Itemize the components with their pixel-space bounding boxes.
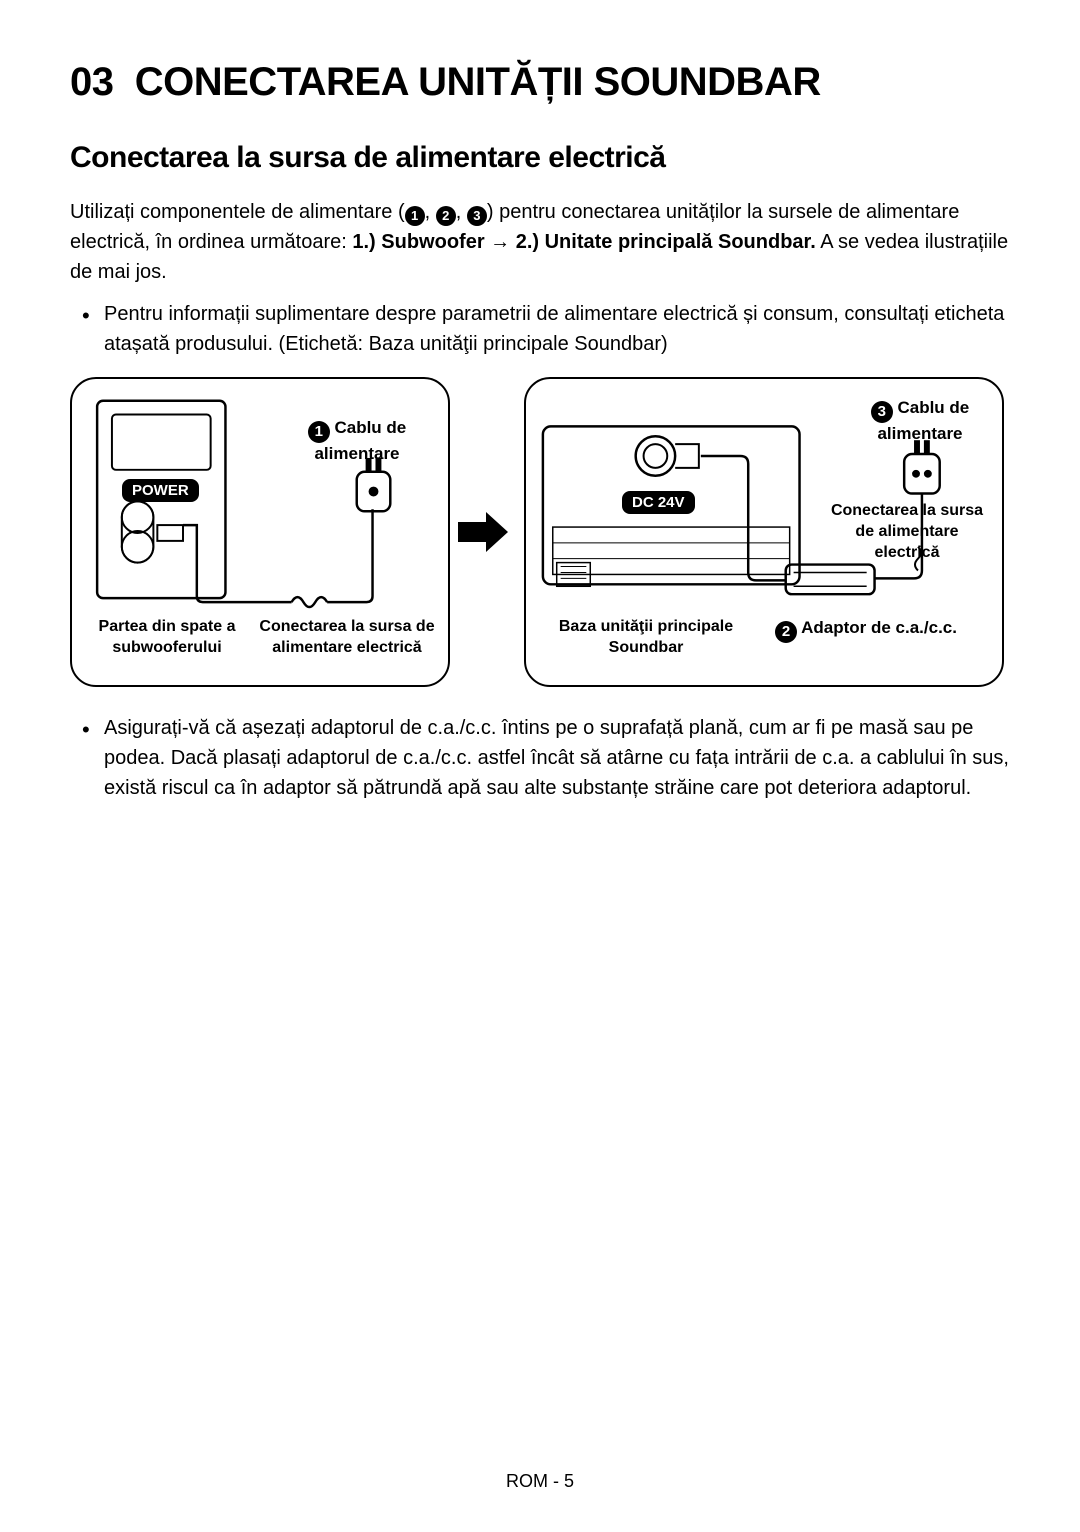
- chapter-number: 03: [70, 60, 114, 104]
- circle-2-icon: 2: [775, 621, 797, 643]
- circle-2-icon: 2: [436, 206, 456, 226]
- figure-soundbar: DC 24V 3 Cablu de alimentare Conectarea …: [524, 377, 1004, 687]
- circle-3-icon: 3: [467, 206, 487, 226]
- arrow-icon: [458, 512, 508, 552]
- list-item: Asigurați-vă că așezați adaptorul de c.a…: [104, 713, 1010, 803]
- dc-port-badge: DC 24V: [622, 491, 695, 514]
- circle-3-icon: 3: [871, 401, 893, 423]
- label-cable-3-text: Cablu de alimentare: [877, 398, 969, 443]
- bullet-list-top: Pentru informații suplimentare despre pa…: [70, 299, 1010, 359]
- figure-subwoofer: POWER 1 Cablu de alimentare Partea din s…: [70, 377, 450, 687]
- p1-part3: ,: [456, 201, 467, 223]
- caption-subwoofer-rear: Partea din spate a subwooferului: [82, 617, 252, 659]
- circle-1-icon: 1: [308, 421, 330, 443]
- label-adapter: 2 Adaptor de c.a./c.c.: [756, 617, 976, 643]
- list-item: Pentru informații suplimentare despre pa…: [104, 299, 1010, 359]
- circle-1-icon: 1: [405, 206, 425, 226]
- label-adapter-text: Adaptor de c.a./c.c.: [801, 618, 957, 637]
- p1-part2: ,: [425, 201, 436, 223]
- label-cable-1-text: Cablu de alimentare: [314, 418, 406, 463]
- caption-soundbar-base: Baza unităţii principale Soundbar: [546, 617, 746, 659]
- power-port-label: POWER: [122, 479, 199, 502]
- p1-part1: Utilizați componentele de alimentare (: [70, 201, 405, 223]
- intro-paragraph: Utilizați componentele de alimentare (1,…: [70, 197, 1010, 287]
- power-port-badge: POWER: [122, 479, 199, 502]
- section-title: Conectarea la sursa de alimentare electr…: [70, 141, 1010, 175]
- figure-row: POWER 1 Cablu de alimentare Partea din s…: [70, 377, 1010, 687]
- label-cable-3: 3 Cablu de alimentare: [850, 397, 990, 445]
- dc-port-label: DC 24V: [622, 491, 695, 514]
- chapter-title-text: CONECTAREA UNITĂȚII SOUNDBAR: [135, 60, 821, 104]
- label-cable-1: 1 Cablu de alimentare: [282, 417, 432, 465]
- page: 03 CONECTAREA UNITĂȚII SOUNDBAR Conectar…: [0, 0, 1080, 1532]
- p1-bold: 1.) Subwoofer → 2.) Unitate principală S…: [352, 231, 815, 253]
- chapter-title: 03 CONECTAREA UNITĂȚII SOUNDBAR: [70, 60, 1010, 105]
- caption-connect-power-right: Conectarea la sursa de alimentare electr…: [822, 501, 992, 563]
- caption-connect-power-left: Conectarea la sursa de alimentare electr…: [257, 617, 437, 659]
- page-footer: ROM - 5: [0, 1471, 1080, 1492]
- bullet-list-bottom: Asigurați-vă că așezați adaptorul de c.a…: [70, 713, 1010, 803]
